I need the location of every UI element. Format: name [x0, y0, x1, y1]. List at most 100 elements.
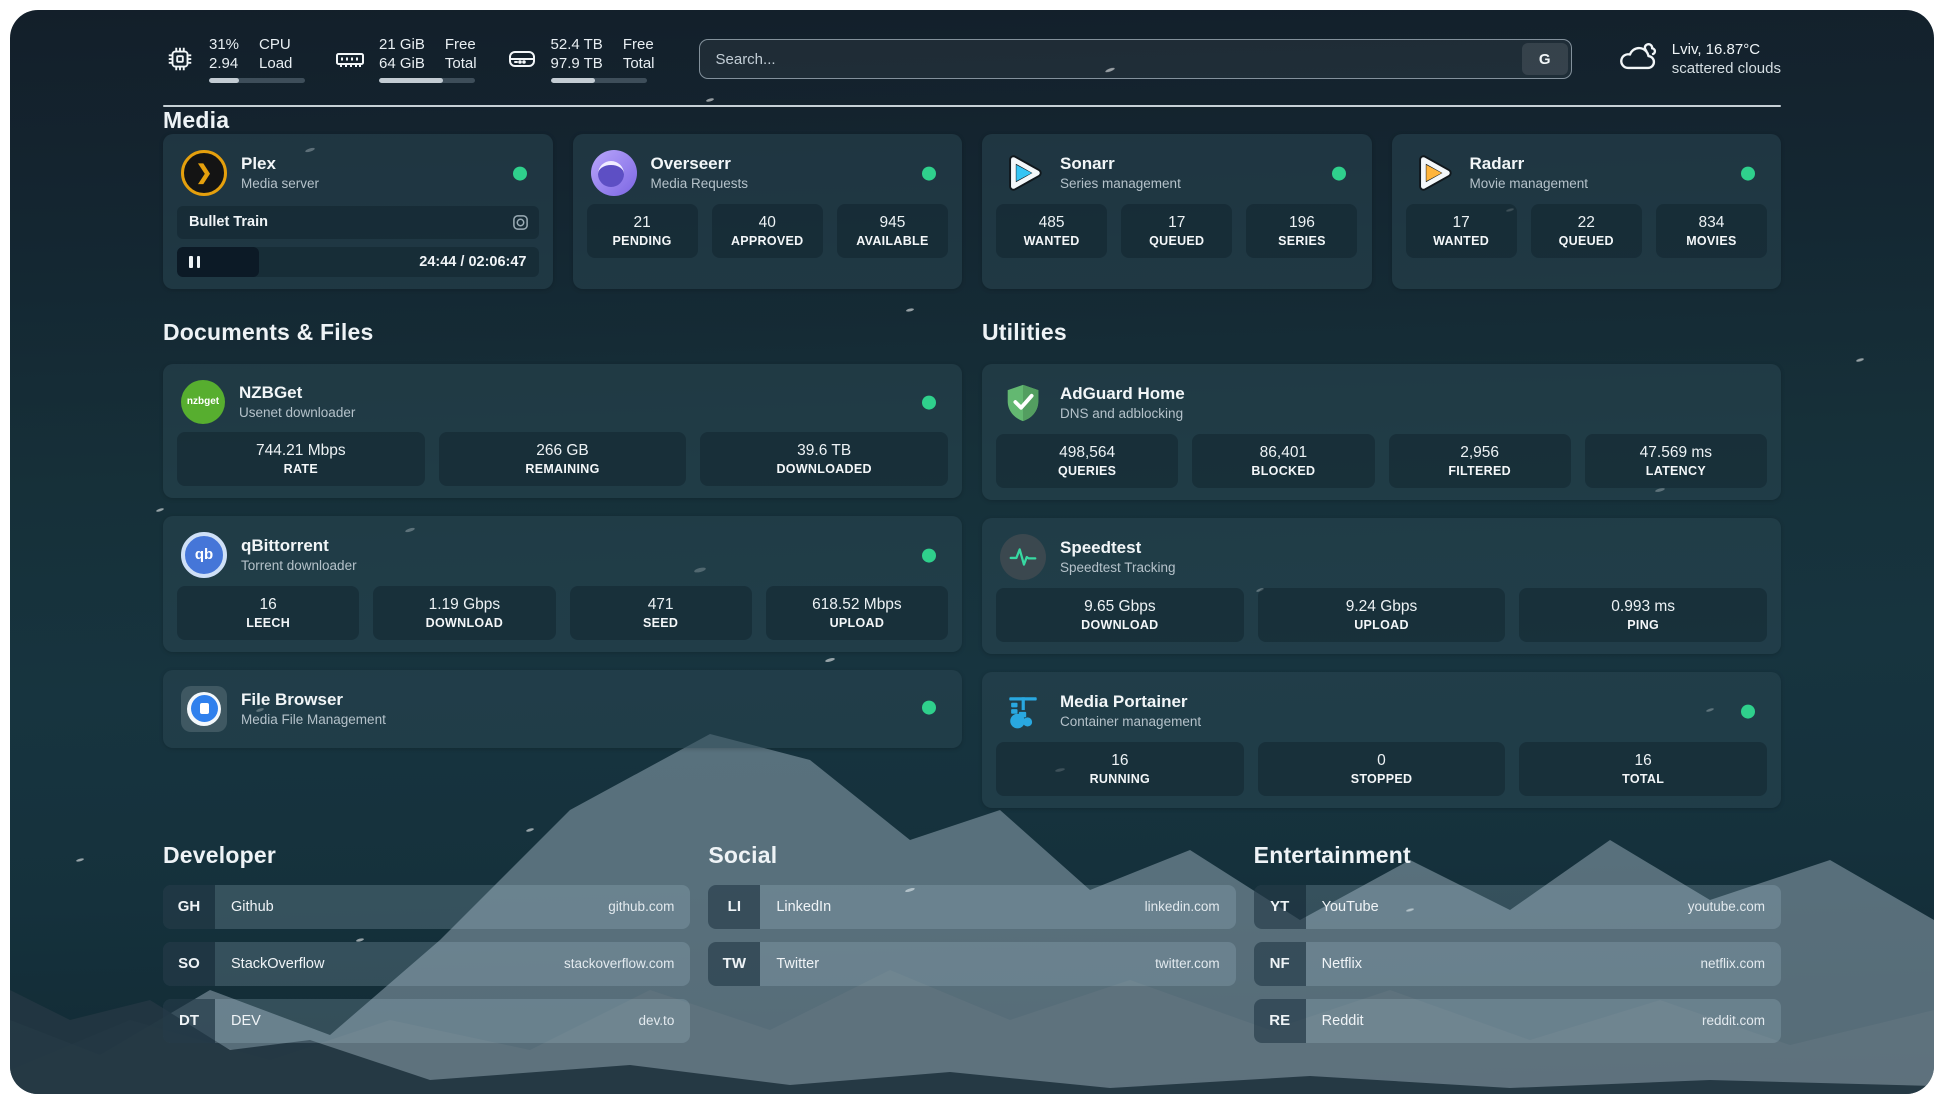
stat-label: RATE: [283, 461, 318, 476]
bookmark-reddit[interactable]: RE Reddit reddit.com: [1253, 998, 1781, 1043]
cpu-label: CPU: [259, 36, 291, 53]
service-name: qBittorrent: [241, 536, 329, 555]
stat-value: 2,956: [1460, 443, 1500, 461]
stat-tile: 16 RUNNING: [996, 741, 1244, 796]
search-bar: G: [698, 39, 1572, 80]
bookmark-abbr: DT: [163, 998, 215, 1043]
bookmark-abbr: RE: [1253, 998, 1306, 1043]
stat-tile: 0 STOPPED: [1257, 741, 1506, 796]
speedtest-icon: [1000, 533, 1046, 580]
bookmark-youtube[interactable]: YT YouTube youtube.com: [1253, 884, 1781, 929]
bookmark-abbr: TW: [708, 941, 761, 986]
bookmark-dev[interactable]: DT DEV dev.to: [163, 998, 691, 1043]
stat-label: BLOCKED: [1251, 463, 1316, 478]
bookmark-abbr: GH: [163, 884, 215, 929]
stat-value: 945: [879, 213, 906, 231]
memory-free-value: 21 GiB: [379, 36, 425, 53]
section-title-media: Media: [163, 106, 230, 133]
bookmark-name: StackOverflow: [231, 955, 325, 972]
search-input[interactable]: [699, 40, 1519, 79]
cpu-load-label: Load: [259, 54, 293, 72]
bookmark-name: Twitter: [776, 955, 820, 972]
radarr-icon: [1410, 150, 1456, 196]
section-title-utilities: Utilities: [982, 318, 1067, 345]
service-card-radarr[interactable]: Radarr Movie management 17 WANTED 22 QUE…: [1391, 133, 1781, 289]
stat-tile: 1.19 Gbps DOWNLOAD: [373, 585, 556, 640]
stat-value: 16: [1634, 751, 1652, 769]
weather-widget: Lviv, 16.87°C scattered clouds: [1618, 40, 1781, 79]
stat-tile: 17 QUEUED: [1121, 203, 1233, 258]
search-engine-button[interactable]: G: [1521, 43, 1568, 76]
nzbget-icon: nzbget: [181, 379, 225, 424]
sonarr-icon: [1000, 150, 1046, 196]
section-title-documents: Documents & Files: [163, 318, 374, 345]
disk-free-value: 52.4 TB: [550, 36, 603, 53]
bookmark-abbr: SO: [163, 941, 215, 986]
developer-section: Developer GH Github github.com SO StackO…: [163, 842, 691, 1043]
stat-tile: 9.65 Gbps DOWNLOAD: [996, 587, 1244, 642]
service-card-qbittorrent[interactable]: qb qBittorrent Torrent downloader 16 LEE…: [163, 515, 962, 652]
memory-widget: 21 GiB 64 GiB Free Total: [333, 36, 477, 83]
stat-label: LATENCY: [1645, 463, 1706, 478]
stat-tile: 9.24 Gbps UPLOAD: [1257, 587, 1506, 642]
bookmark-stackoverflow[interactable]: SO StackOverflow stackoverflow.com: [163, 941, 691, 986]
stat-label: APPROVED: [730, 233, 804, 248]
stat-tile: 266 GB REMAINING: [438, 431, 687, 486]
cpu-widget: 31% 2.94 CPU Load: [163, 36, 305, 83]
playback-time: 24:44 / 02:06:47: [419, 253, 527, 270]
stat-tile: 196 SERIES: [1246, 203, 1358, 258]
dashboard-window: 31% 2.94 CPU Load: [10, 10, 1934, 1094]
status-dot-online: [512, 166, 527, 181]
stat-label: RUNNING: [1089, 771, 1151, 786]
stat-tile: 485 WANTED: [996, 203, 1108, 258]
stat-value: 86,401: [1259, 443, 1308, 461]
stat-label: WANTED: [1023, 233, 1080, 248]
stat-tile: 945 AVAILABLE: [836, 203, 948, 258]
service-subtitle: Media File Management: [241, 712, 386, 727]
service-card-speedtest[interactable]: Speedtest Speedtest Tracking 9.65 Gbps D…: [982, 517, 1781, 654]
stat-value: 485: [1038, 213, 1065, 231]
service-card-sonarr[interactable]: Sonarr Series management 485 WANTED 17 Q…: [982, 133, 1372, 289]
stat-label: REMAINING: [525, 461, 600, 476]
stat-label: STOPPED: [1350, 771, 1413, 786]
service-card-adguard[interactable]: AdGuard Home DNS and adblocking 498,564 …: [982, 363, 1781, 500]
stat-label: LEECH: [246, 615, 291, 630]
stat-label: DOWNLOAD: [1081, 617, 1159, 632]
stat-value: 16: [1111, 751, 1129, 769]
bookmark-github[interactable]: GH Github github.com: [163, 884, 691, 929]
service-card-portainer[interactable]: Media Portainer Container management 16 …: [982, 671, 1781, 808]
stat-tile: 834 MOVIES: [1655, 203, 1767, 258]
stat-tile: 39.6 TB DOWNLOADED: [700, 431, 948, 486]
bookmark-domain: linkedin.com: [1144, 899, 1220, 914]
service-card-filebrowser[interactable]: File Browser Media File Management: [163, 669, 962, 748]
portainer-icon: [1000, 688, 1046, 734]
service-name: Media Portainer: [1060, 692, 1188, 711]
stat-label: QUERIES: [1057, 463, 1117, 478]
service-name: NZBGet: [239, 383, 303, 402]
bookmark-domain: netflix.com: [1700, 956, 1765, 971]
service-card-plex[interactable]: ❯ Plex Media server Bullet Train: [163, 133, 553, 289]
stat-value: 9.65 Gbps: [1084, 597, 1156, 615]
bookmark-netflix[interactable]: NF Netflix netflix.com: [1253, 941, 1781, 986]
bookmark-twitter[interactable]: TW Twitter twitter.com: [708, 941, 1236, 986]
bookmark-linkedin[interactable]: LI LinkedIn linkedin.com: [708, 884, 1236, 929]
stat-value: 266 GB: [536, 441, 589, 459]
stat-tile: 86,401 BLOCKED: [1192, 433, 1375, 488]
stat-tile: 618.52 Mbps UPLOAD: [765, 585, 948, 640]
bookmark-name: DEV: [231, 1012, 261, 1029]
status-dot-online: [1331, 166, 1346, 181]
media-section: ❯ Plex Media server Bullet Train: [163, 133, 1781, 289]
stat-value: 16: [259, 595, 277, 613]
status-dot-online: [922, 700, 936, 715]
memory-total-label: Total: [444, 54, 477, 72]
pause-icon: [189, 255, 200, 268]
service-card-nzbget[interactable]: nzbget NZBGet Usenet downloader 744.21 M…: [163, 363, 962, 498]
stat-label: UPLOAD: [829, 615, 885, 630]
disk-total-value: 97.9 TB: [550, 54, 603, 72]
stat-label: PENDING: [612, 233, 672, 248]
stat-label: QUEUED: [1149, 233, 1205, 248]
stat-label: DOWNLOADED: [776, 461, 872, 476]
stat-value: 9.24 Gbps: [1345, 597, 1418, 615]
service-card-overseerr[interactable]: Overseerr Media Requests 21 PENDING 40 A…: [572, 133, 962, 289]
bookmark-domain: twitter.com: [1155, 956, 1220, 971]
